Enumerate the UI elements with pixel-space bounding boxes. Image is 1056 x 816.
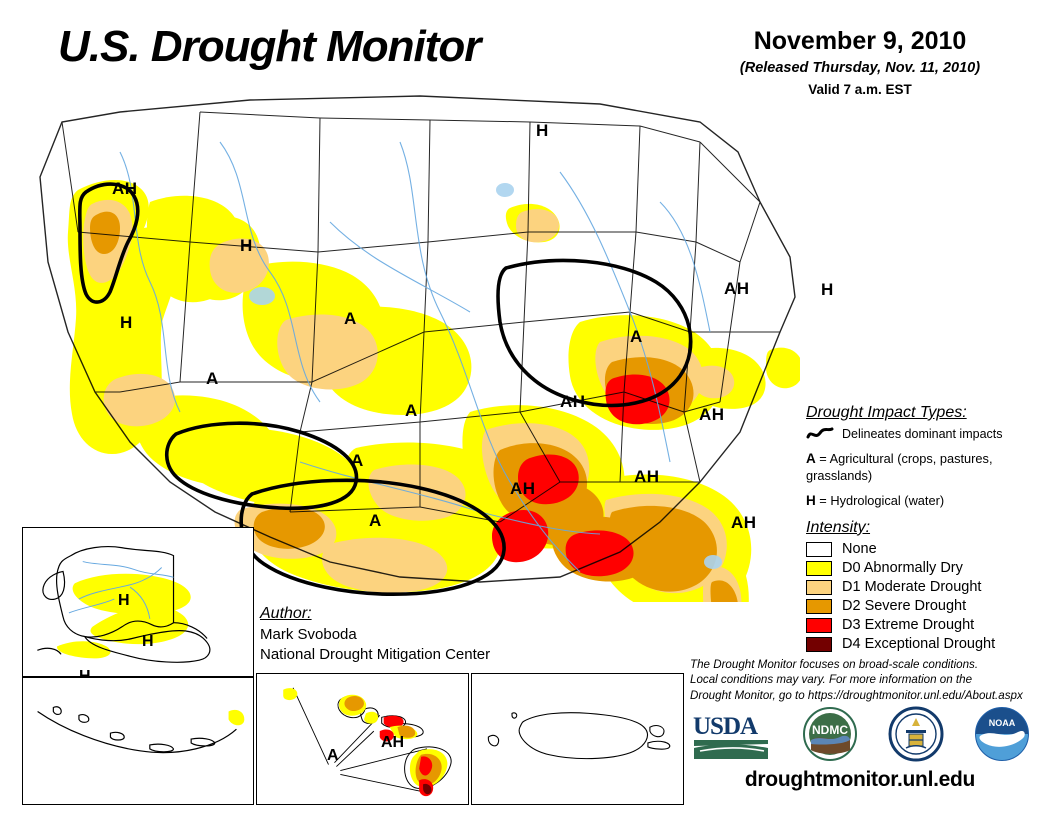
impact-label-ah-louisiana: AH	[510, 479, 536, 498]
puertorico-outline	[487, 712, 671, 760]
conus-map-svg	[39, 95, 800, 602]
impact-label-ah-alabama: AH	[634, 467, 660, 486]
impact-delineation-contours	[77, 182, 693, 597]
site-url[interactable]: droughtmonitor.unl.edu	[744, 768, 976, 791]
legend-row-d2[interactable]: D2 Severe Drought	[806, 598, 1036, 616]
swatch-d2	[806, 599, 832, 615]
impact-label-a-indiana: A	[630, 327, 643, 346]
map-date: November 9, 2010	[753, 27, 967, 55]
alaska-impact-label-h-interior: H	[118, 592, 130, 609]
release-date: (Released Thursday, Nov. 11, 2010)	[739, 59, 981, 76]
impact-types-heading: Drought Impact Types:	[806, 404, 967, 421]
usda-logo[interactable]: USDA	[690, 708, 772, 760]
hawaii-inset-panel[interactable]	[256, 673, 469, 805]
alaska-outline	[37, 546, 211, 663]
legend-row-d4[interactable]: D4 Exceptional Drought	[806, 636, 1036, 654]
legend-row-none[interactable]: None	[806, 541, 1036, 559]
impact-label-h-minnesota: H	[536, 121, 549, 140]
svg-text:NDMC: NDMC	[812, 723, 848, 737]
swatch-d0	[806, 561, 832, 577]
puertorico-inset-panel[interactable]	[471, 673, 684, 805]
alaska-rivers	[68, 561, 174, 619]
partner-logos: USDA NDMC NOAA	[690, 705, 1030, 763]
legend-label-none: None	[842, 541, 877, 558]
legend-row-d0[interactable]: D0 Abnormally Dry	[806, 560, 1036, 578]
legend-label-d2: D2 Severe Drought	[842, 598, 967, 615]
alaska-impact-label-h-southcentral: H	[142, 633, 154, 650]
author-block: Author: Mark Svoboda National Drought Mi…	[260, 603, 490, 665]
impact-label-h-newjersey: H	[821, 280, 834, 299]
intensity-heading: Intensity:	[806, 518, 871, 536]
valid-time: Valid 7 a.m. EST	[808, 81, 912, 97]
delineates-label: Delineates dominant impacts	[842, 427, 1003, 441]
impact-label-ah-pennsylvania: AH	[724, 279, 750, 298]
aleutian-map-svg	[37, 706, 245, 754]
svg-text:USDA: USDA	[693, 713, 758, 740]
hydrological-definition: H = Hydrological (water)	[806, 493, 1036, 510]
date-block: November 9, 2010 (Released Thursday, Nov…	[690, 27, 1030, 97]
legend-label-d4: D4 Exceptional Drought	[842, 636, 996, 653]
impact-label-a-kansas: A	[405, 401, 418, 420]
svg-text:NOAA: NOAA	[989, 718, 1016, 728]
legend: Drought Impact Types: Delineates dominan…	[806, 404, 1036, 655]
legend-row-d3[interactable]: D3 Extreme Drought	[806, 617, 1036, 635]
alaska-inset-panel[interactable]	[22, 527, 254, 677]
hawaii-impact-label-ah: AH	[381, 734, 405, 751]
impact-label-a-wyoming: A	[344, 309, 357, 328]
state-boundaries	[39, 95, 796, 583]
impact-label-ah-florida: AH	[731, 513, 757, 532]
impact-label-a-texas: A	[369, 511, 382, 530]
legend-label-d1: D1 Moderate Drought	[842, 579, 982, 596]
impact-label-ah-pnw: AH	[112, 179, 138, 198]
conus-map[interactable]	[0, 82, 800, 602]
aleutian-outline	[37, 706, 237, 754]
alaska-impact-label-h-peninsula: H	[79, 669, 91, 685]
usdc-seal[interactable]	[888, 706, 944, 762]
legend-row-d1[interactable]: D1 Moderate Drought	[806, 579, 1036, 597]
hawaii-impact-label-a: A	[327, 747, 339, 764]
impact-label-ah-carolina: AH	[699, 405, 725, 424]
noaa-logo[interactable]: NOAA	[974, 706, 1030, 762]
swatch-d4	[806, 637, 832, 653]
agricultural-text: = Agricultural (crops, pastures, grassla…	[806, 451, 993, 483]
author-heading: Author:	[260, 605, 312, 622]
impact-label-h-idaho: H	[240, 236, 253, 255]
swatch-d3	[806, 618, 832, 634]
impact-label-a-newmexico: A	[351, 451, 364, 470]
drought-fill-layer	[67, 179, 800, 602]
rivers-layer	[119, 141, 722, 573]
ndmc-logo[interactable]: NDMC	[802, 706, 858, 762]
swatch-none	[806, 542, 832, 558]
hydrological-text: = Hydrological (water)	[815, 492, 945, 508]
aleutian-inset-panel[interactable]	[22, 677, 254, 805]
page-title: U.S. Drought Monitor	[58, 22, 481, 71]
legend-label-d3: D3 Extreme Drought	[842, 617, 975, 634]
hydrological-key: H	[806, 492, 816, 508]
squiggle-icon	[806, 427, 834, 439]
puertorico-map-svg	[487, 712, 671, 760]
agricultural-key: A	[806, 451, 816, 466]
aleutian-drought-fill	[228, 709, 245, 726]
impact-label-ah-arkansas: AH	[560, 392, 586, 411]
hawaii-drought-fill	[283, 688, 448, 797]
author-organization: National Drought Mitigation Center	[260, 645, 491, 663]
alaska-map-svg	[37, 546, 211, 663]
impact-label-h-nevada: H	[120, 313, 133, 332]
author-name: Mark Svoboda	[260, 625, 357, 643]
delineation-legend-row: Delineates dominant impacts	[806, 426, 1036, 442]
hawaii-map-svg	[283, 687, 452, 797]
impact-label-a-southwest: A	[206, 369, 219, 388]
disclaimer: The Drought Monitor focuses on broad-sca…	[690, 657, 1030, 703]
disclaimer-line-3: Drought Monitor, go to https://droughtmo…	[690, 688, 1023, 702]
disclaimer-line-1: The Drought Monitor focuses on broad-sca…	[690, 658, 979, 671]
disclaimer-line-2: Local conditions may vary. For more info…	[690, 673, 973, 687]
agricultural-definition: A = Agricultural (crops, pastures, grass…	[806, 451, 1036, 484]
swatch-d1	[806, 580, 832, 596]
legend-label-d0: D0 Abnormally Dry	[842, 560, 963, 577]
